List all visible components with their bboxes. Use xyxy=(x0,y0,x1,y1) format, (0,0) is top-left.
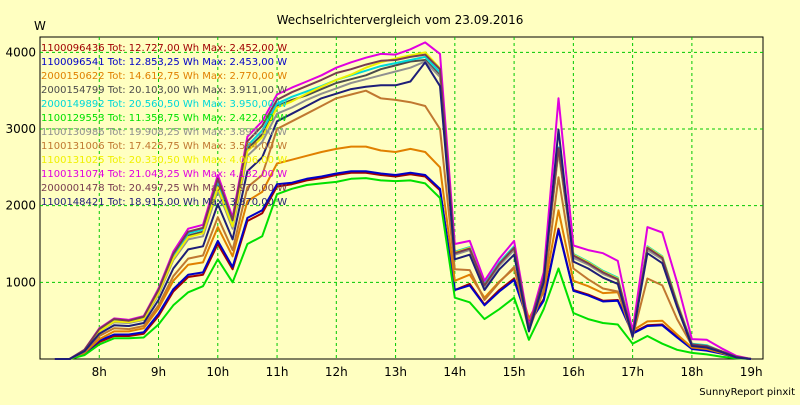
legend-entry: 1100148421 Tot: 18.915,00 Wh Max: 3.870,… xyxy=(41,197,287,208)
legend-entry: 1100131074 Tot: 21.043,25 Wh Max: 4.132,… xyxy=(41,169,287,180)
series-line-6 xyxy=(54,177,752,360)
x-tick-label: 18h xyxy=(680,365,703,379)
legend-entry: 1100130986 Tot: 19.908,25 Wh Max: 3.893,… xyxy=(41,127,287,138)
x-tick-label: 16h xyxy=(562,365,585,379)
series-line-12 xyxy=(54,61,752,360)
x-tick-label: 15h xyxy=(503,365,526,379)
legend-entry: 2000001478 Tot: 20.497,25 Wh Max: 3.970,… xyxy=(41,183,287,194)
x-tick-label: 14h xyxy=(443,365,466,379)
axis-ticks: 8h 9h 10h 11h 12h 13h 14h 15h 16h 17h 18h 19h 1000 20… xyxy=(5,45,762,379)
legend: 1100096436 Tot: 12.727,00 Wh Max: 2.452,… xyxy=(41,43,287,208)
x-tick-label: 12h xyxy=(325,365,348,379)
y-axis-unit: W xyxy=(34,19,46,33)
legend-entry: 1100131006 Tot: 17.425,75 Wh Max: 3.584,… xyxy=(41,141,287,152)
x-tick-label: 11h xyxy=(266,365,289,379)
y-tick-label: 2000 xyxy=(5,199,36,213)
x-tick-label: 9h xyxy=(151,365,166,379)
y-tick-label: 3000 xyxy=(5,122,36,136)
series-lines xyxy=(54,41,752,360)
legend-entry: 2000150622 Tot: 14.612,75 Wh Max: 2.770,… xyxy=(41,71,287,82)
legend-entry: 1100096541 Tot: 12.853,25 Wh Max: 2.453,… xyxy=(41,57,287,68)
legend-entry: 2000149892 Tot: 20.560,50 Wh Max: 3.950,… xyxy=(41,99,287,110)
x-tick-label: 17h xyxy=(621,365,644,379)
legend-entry: 1100131025 Tot: 20.330,50 Wh Max: 4.006,… xyxy=(41,155,287,166)
x-tick-label: 13h xyxy=(384,365,407,379)
legend-entry: 1100096436 Tot: 12.727,00 Wh Max: 2.452,… xyxy=(41,43,287,54)
chart-title: Wechselrichtervergleich vom 23.09.2016 xyxy=(277,13,524,27)
credit-label: SunnyReport pinxit xyxy=(699,387,795,398)
x-tick-label: 19h xyxy=(740,365,763,379)
legend-entry: 1100129553 Tot: 11.358,75 Wh Max: 2.422,… xyxy=(41,113,287,124)
x-tick-label: 8h xyxy=(92,365,107,379)
x-tick-label: 10h xyxy=(206,365,229,379)
y-tick-label: 1000 xyxy=(5,275,36,289)
legend-entry: 2000154799 Tot: 20.103,00 Wh Max: 3.911,… xyxy=(41,85,287,96)
series-line-2 xyxy=(54,170,752,360)
y-tick-label: 4000 xyxy=(5,45,36,59)
